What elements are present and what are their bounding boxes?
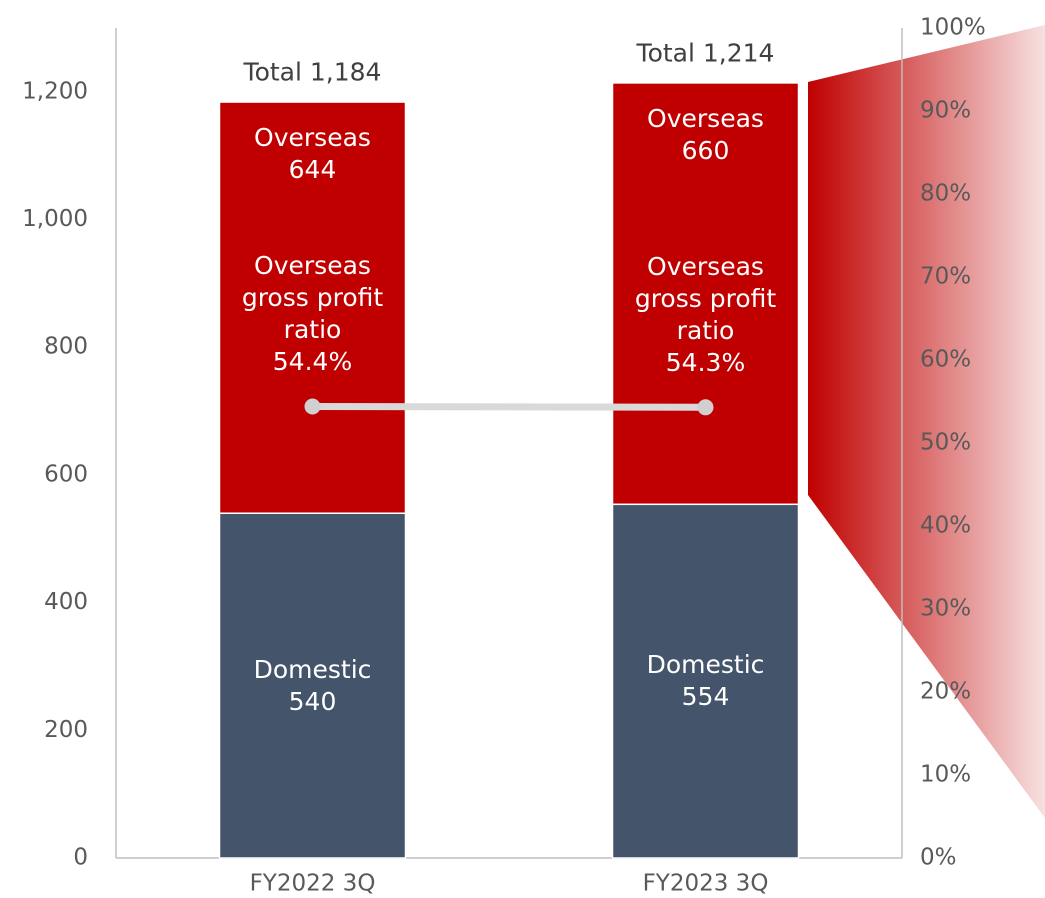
x-tick-label: FY2023 3Q (643, 871, 769, 897)
series-name: Overseas gross profit ratio (634, 252, 777, 346)
series-name: Overseas (647, 103, 764, 133)
y2-tick-label: 40% (920, 513, 971, 539)
series-name: Domestic (253, 654, 372, 684)
zoom-wedge (808, 25, 1045, 818)
data-label: Domestic 540 (227, 654, 399, 718)
series-name: Domestic (646, 650, 765, 680)
ratio-label: Overseas gross profit ratio 54.3% (620, 251, 792, 379)
value-label: 660 (681, 135, 730, 165)
y2-tick-label: 0% (920, 845, 957, 871)
y-tick-label: 200 (44, 717, 88, 743)
ratio-label: Overseas gross profit ratio 54.4% (227, 250, 399, 378)
ratio-marker (697, 399, 714, 416)
y-tick-label: 400 (44, 589, 88, 615)
y2-tick-label: 10% (920, 762, 971, 788)
y-tick-label: 800 (44, 334, 88, 360)
ratio-marker (304, 398, 321, 415)
value-label: 644 (288, 155, 337, 185)
y2-tick-label: 20% (920, 679, 971, 705)
y2-tick-label: 70% (920, 264, 971, 290)
y-tick-label: 0 (73, 845, 88, 871)
series-name: Overseas (254, 123, 371, 153)
y-tick-label: 1,000 (22, 206, 88, 232)
y2-tick-label: 100% (920, 15, 986, 41)
data-label: Overseas 660 (620, 103, 792, 167)
y2-tick-label: 50% (920, 430, 971, 456)
ratio-line (312, 402, 706, 411)
series-name: Overseas gross profit ratio (241, 251, 384, 345)
x-tick-label: FY2022 3Q (250, 871, 376, 897)
bar-segment (218, 512, 407, 859)
value-label: 540 (288, 686, 337, 716)
y-tick-label: 600 (44, 461, 88, 487)
y-tick-label: 1,200 (22, 78, 88, 104)
bar-segment (611, 82, 800, 506)
y2-tick-label: 60% (920, 347, 971, 373)
y2-tick-label: 90% (920, 98, 971, 124)
bar-segment (218, 101, 407, 514)
value-label: 54.4% (272, 347, 353, 377)
value-label: 554 (681, 682, 730, 712)
total-label: Total 1,184 (243, 57, 382, 87)
y2-tick-label: 80% (920, 181, 971, 207)
total-label: Total 1,214 (636, 38, 775, 68)
y2-tick-label: 30% (920, 596, 971, 622)
value-label: 54.3% (665, 348, 746, 378)
data-label: Domestic 554 (620, 649, 792, 713)
data-label: Overseas 644 (227, 122, 399, 186)
